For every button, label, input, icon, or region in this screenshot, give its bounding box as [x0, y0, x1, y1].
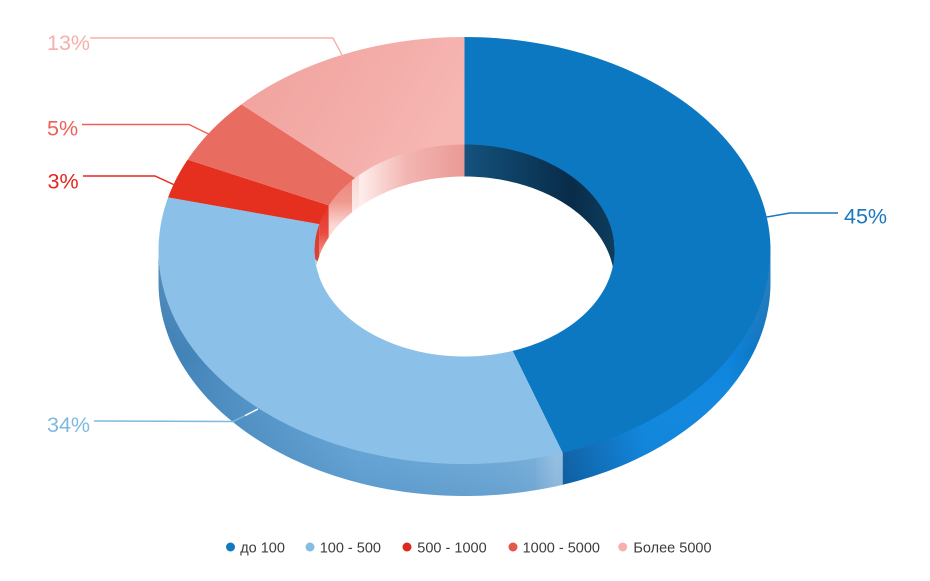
svg-text:3%: 3%	[48, 170, 79, 194]
svg-text:500 - 1000: 500 - 1000	[417, 541, 486, 557]
svg-text:34%: 34%	[47, 413, 90, 437]
svg-text:Более 5000: Более 5000	[633, 541, 711, 557]
svg-text:5%: 5%	[47, 117, 78, 141]
svg-text:до 100: до 100	[240, 541, 285, 557]
svg-text:1000 - 5000: 1000 - 5000	[523, 541, 600, 557]
svg-text:100 - 500: 100 - 500	[320, 541, 381, 557]
svg-text:45%: 45%	[844, 205, 887, 229]
svg-text:13%: 13%	[47, 31, 90, 55]
